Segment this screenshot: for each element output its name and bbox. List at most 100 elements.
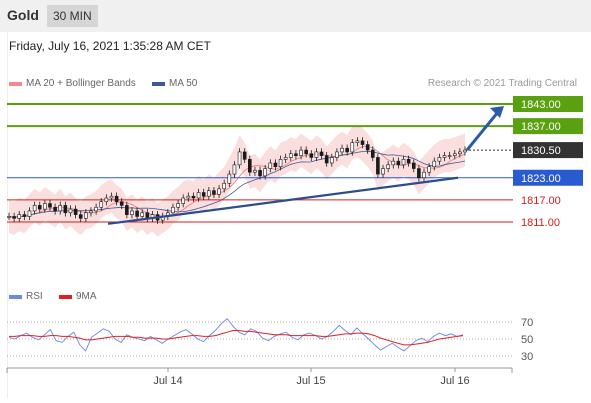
- legend-rsi-label: RSI: [26, 291, 43, 302]
- candle-body: [360, 140, 365, 145]
- rsi-ma-line: [9, 330, 464, 346]
- candle-body: [78, 214, 83, 219]
- candle-body: [319, 151, 324, 156]
- legend-ma50: MA 50: [152, 78, 197, 89]
- level-label-3: 1817.00: [521, 195, 561, 207]
- current-price-label: 1830.50: [521, 145, 561, 157]
- candle-body: [365, 144, 370, 151]
- level-tag-2: [513, 169, 583, 186]
- candle-body: [304, 149, 308, 155]
- candle-body: [452, 153, 457, 156]
- candle-body: [288, 153, 293, 158]
- rsi-line: [8, 317, 464, 352]
- candle-body: [422, 171, 426, 179]
- x-tick-label: Jul 16: [440, 375, 469, 387]
- candle-body: [94, 206, 98, 212]
- candle-body: [376, 157, 380, 175]
- candle-body: [447, 155, 452, 157]
- candle-body: [17, 214, 22, 219]
- asset-title: Gold: [7, 7, 39, 23]
- candle-body: [58, 205, 63, 212]
- candle-body: [309, 153, 314, 158]
- current-price-tag: [513, 142, 583, 159]
- datetime-label: Friday, July 16, 2021 1:35:28 AM CET: [9, 39, 211, 53]
- candle-body: [191, 195, 196, 199]
- candle-body: [396, 160, 401, 166]
- candle-body: [27, 210, 32, 217]
- candle-body: [227, 173, 232, 184]
- legend-ma20-label: MA 20 + Bollinger Bands: [26, 78, 136, 89]
- level-tag-1: [513, 118, 583, 135]
- candle-body: [345, 147, 349, 153]
- legend-rsi-swatch: [9, 294, 22, 299]
- candle-body: [89, 210, 93, 214]
- candle-body: [196, 192, 201, 199]
- candle-body: [22, 214, 27, 217]
- candle-body: [48, 203, 52, 208]
- legend-9ma: 9MA: [59, 291, 97, 302]
- level-tag-0: [513, 96, 583, 112]
- candle-body: [135, 210, 139, 217]
- candle-body: [458, 151, 462, 155]
- candle-body: [237, 151, 242, 166]
- candle-body: [253, 170, 257, 173]
- candle-body: [181, 197, 186, 204]
- candle-body: [391, 160, 396, 166]
- projection-arrow-shaft: [465, 111, 500, 152]
- x-tick-label: Jul 15: [296, 375, 325, 387]
- candle-body: [386, 164, 390, 169]
- credit-text: Research © 2021 Trading Central: [427, 78, 577, 89]
- legend-9ma-label: 9MA: [76, 291, 97, 302]
- candle-body: [32, 205, 37, 212]
- candle-body: [125, 205, 129, 215]
- timeframe-badge[interactable]: 30 MIN: [47, 5, 98, 27]
- candle-body: [212, 190, 216, 195]
- candle-body: [340, 147, 344, 153]
- candle-body: [114, 195, 119, 203]
- candle-body: [417, 168, 421, 179]
- candle-body: [299, 149, 303, 156]
- candle-body: [350, 142, 355, 153]
- candle-body: [335, 151, 339, 158]
- legend-ma20: MA 20 + Bollinger Bands: [9, 78, 136, 89]
- candle-body: [130, 210, 134, 215]
- candle-body: [248, 159, 252, 173]
- level-label-0: 1843.00: [521, 99, 561, 111]
- candle-body: [401, 159, 406, 166]
- candle-body: [222, 182, 226, 190]
- projection-arrow-head: [490, 106, 504, 118]
- ma20-line: [8, 145, 466, 218]
- candle-body: [370, 149, 375, 158]
- candle-body: [324, 155, 329, 164]
- candle-body: [278, 159, 283, 167]
- legend-ma20-swatch: [9, 81, 22, 86]
- candle-body: [329, 157, 334, 164]
- candle-body: [119, 201, 124, 206]
- candle-body: [43, 203, 47, 210]
- candle-body: [437, 157, 442, 162]
- rsi-level-label-0: 70: [521, 317, 533, 329]
- candle-body: [442, 155, 447, 158]
- level-label-4: 1811.00: [521, 217, 560, 229]
- support-trend-line: [107, 176, 459, 225]
- candle-body: [427, 166, 431, 173]
- candle-body: [104, 197, 109, 203]
- candle-body: [242, 151, 247, 160]
- candle-body: [37, 205, 42, 210]
- candle-body: [99, 201, 104, 208]
- candle-body: [217, 188, 221, 195]
- candle-body: [140, 212, 145, 217]
- candle-body: [171, 206, 175, 214]
- legend-ma50-swatch: [152, 81, 165, 86]
- candle-body: [7, 216, 11, 218]
- candle-body: [258, 170, 262, 177]
- top-bar: Gold 30 MIN: [0, 0, 591, 32]
- candle-body: [411, 162, 416, 169]
- legend-ma50-label: MA 50: [169, 78, 198, 89]
- ma50-line: [8, 151, 466, 218]
- candle-body: [273, 162, 278, 167]
- candle-body: [53, 206, 57, 212]
- x-tick-label: Jul 14: [153, 375, 182, 387]
- legend-9ma-swatch: [59, 294, 72, 299]
